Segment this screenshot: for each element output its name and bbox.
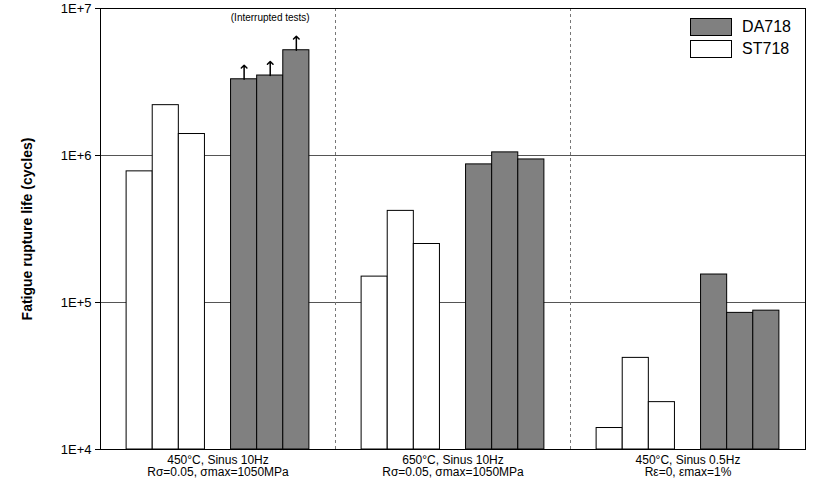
svg-text:650°C, Sinus 10HzRσ=0.05, σmax: 650°C, Sinus 10HzRσ=0.05, σmax=1050MPa (382, 453, 524, 479)
svg-text:1E+5: 1E+5 (61, 295, 92, 310)
svg-text:1E+7: 1E+7 (61, 1, 92, 16)
svg-text:450°C, Sinus 0.5HzRε=0, εmax=1: 450°C, Sinus 0.5HzRε=0, εmax=1% (636, 453, 741, 479)
html-text:DA718: DA718 (742, 18, 791, 35)
svg-text:Fatigue rupture life (cycles): Fatigue rupture life (cycles) (19, 138, 35, 321)
svg-text:450°C, Sinus 10HzRσ=0.05, σmax: 450°C, Sinus 10HzRσ=0.05, σmax=1050MPa (147, 453, 289, 479)
svg-text:1E+4: 1E+4 (61, 442, 92, 457)
svg-text:1E+6: 1E+6 (61, 148, 92, 163)
html-text:ST718: ST718 (742, 40, 790, 57)
svg-text:(Interrupted tests): (Interrupted tests) (231, 12, 310, 23)
